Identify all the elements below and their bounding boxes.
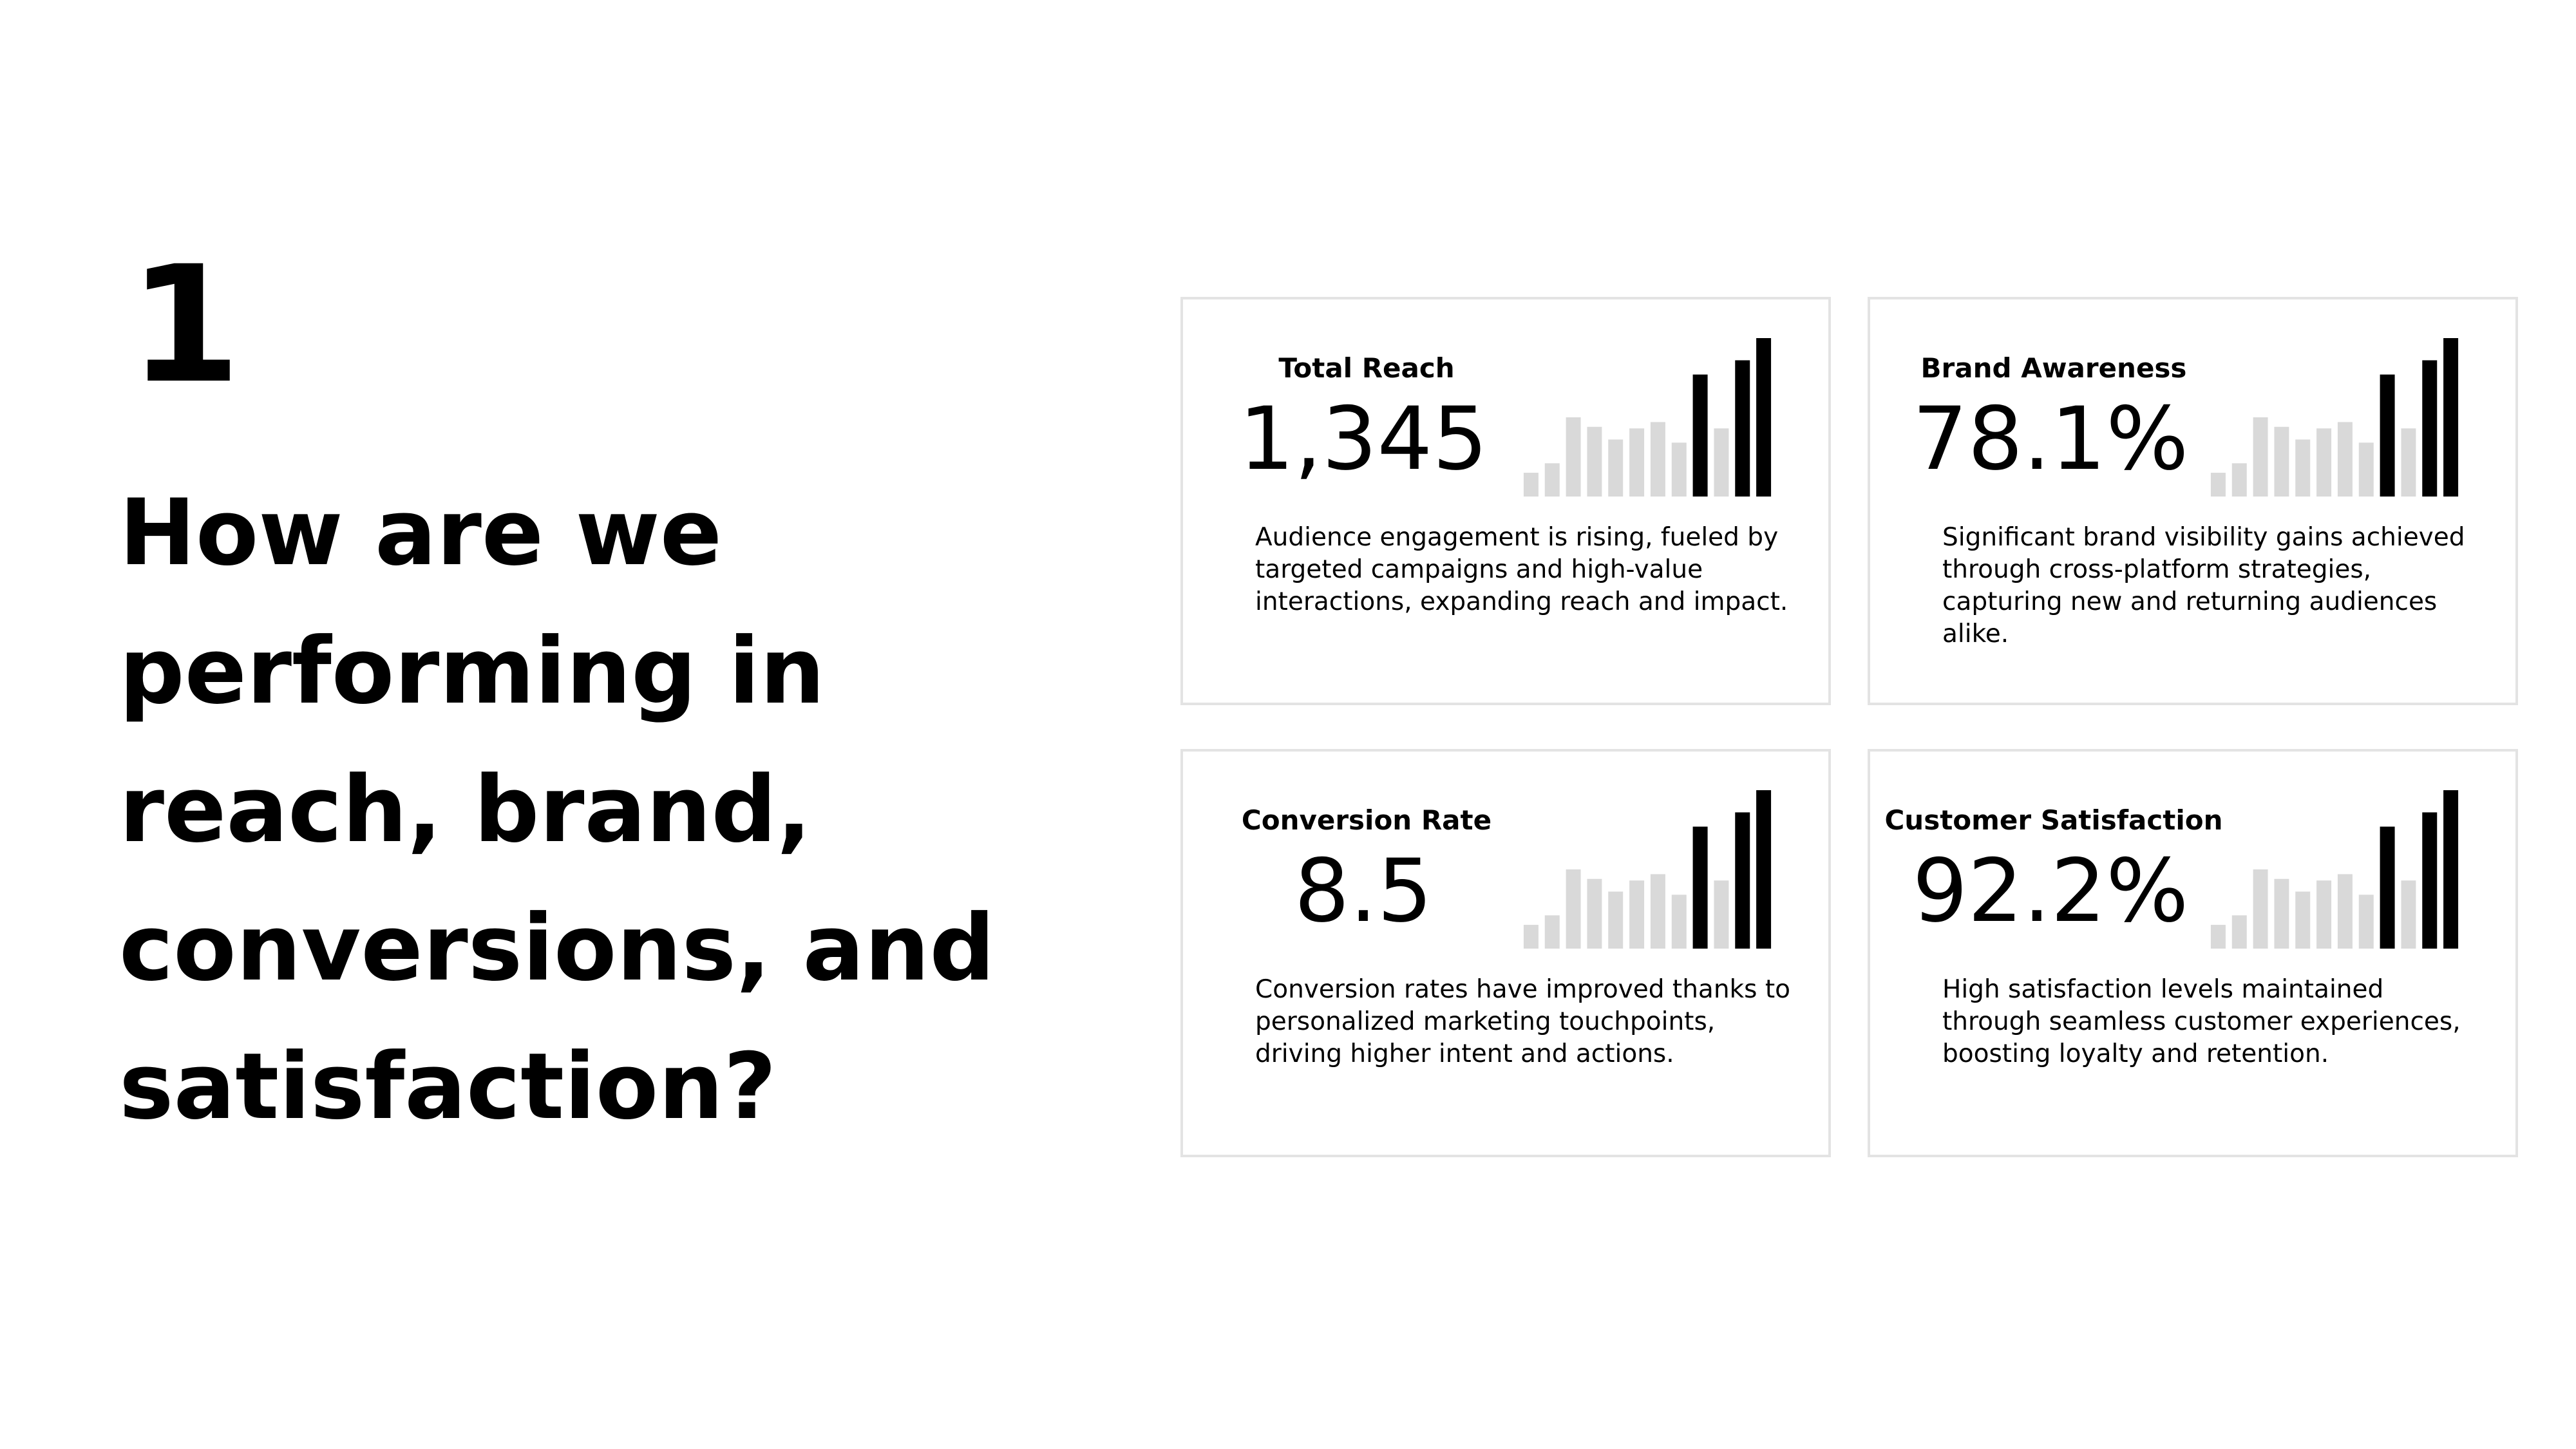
card-description: Conversion rates have improved thanks to… xyxy=(1255,975,1790,1068)
sparkline-bar xyxy=(1523,473,1539,497)
card-description: Significant brand visibility gains achie… xyxy=(1942,523,2465,649)
sparkline-bar xyxy=(2337,422,2353,497)
sparkline-bar xyxy=(2380,826,2395,949)
sparkline-bar xyxy=(1735,812,1750,949)
sparkline-bar xyxy=(1714,880,1729,949)
sparkline-bar xyxy=(1566,869,1581,949)
sparkline-bar xyxy=(1671,442,1687,497)
sparkline-bar-chart xyxy=(1520,790,1774,949)
sparkline-bar xyxy=(1544,463,1560,497)
sparkline-bar xyxy=(1587,878,1602,949)
sparkline-bar xyxy=(2401,428,2416,497)
sparkline-bar xyxy=(1756,790,1772,949)
sparkline-bar xyxy=(2337,874,2353,949)
sparkline-bar-chart xyxy=(1520,338,1774,497)
sparkline-bar xyxy=(2295,891,2311,949)
slide-question: How are we performing in reach, brand, c… xyxy=(119,480,996,1140)
card-total-reach: Total Reach 1,345 Audience engagement is… xyxy=(1180,297,1831,705)
card-conversion-rate: Conversion Rate 8.5 Conversion rates hav… xyxy=(1180,749,1831,1157)
sparkline-bar xyxy=(1692,826,1708,949)
sparkline-bar xyxy=(1608,891,1624,949)
card-customer-satisfaction: Customer Satisfaction 92.2% High satisfa… xyxy=(1868,749,2518,1157)
sparkline-bar xyxy=(1629,428,1645,497)
sparkline-bar xyxy=(1523,925,1539,949)
sparkline-bar-chart xyxy=(2208,790,2461,949)
sparkline-bar xyxy=(1692,374,1708,497)
sparkline-bar xyxy=(1629,880,1645,949)
card-description: High satisfaction levels maintained thro… xyxy=(1942,975,2461,1068)
sparkline-bar xyxy=(2401,880,2416,949)
sparkline-bar xyxy=(2210,925,2226,949)
sparkline-bar xyxy=(1608,439,1624,497)
sparkline-bar xyxy=(2210,473,2226,497)
card-title: Customer Satisfaction xyxy=(1884,804,2223,836)
card-description: Audience engagement is rising, fueled by… xyxy=(1255,523,1788,616)
sparkline-bar xyxy=(2231,915,2247,949)
sparkline-bar xyxy=(2422,812,2438,949)
sparkline-bar xyxy=(1756,338,1772,497)
sparkline-bar xyxy=(1671,895,1687,949)
sparkline-bar xyxy=(2422,360,2438,497)
sparkline-bar xyxy=(1735,360,1750,497)
sparkline-bar xyxy=(2358,442,2374,497)
sparkline-bar xyxy=(2231,463,2247,497)
card-title: Brand Awareness xyxy=(1920,352,2187,384)
sparkline-bar xyxy=(2443,338,2459,497)
sparkline-bar xyxy=(1650,874,1665,949)
sparkline-bar xyxy=(2253,869,2268,949)
sparkline-bar xyxy=(1587,426,1602,497)
sparkline-bar xyxy=(2295,439,2311,497)
sparkline-bar xyxy=(2316,880,2332,949)
sparkline-bar xyxy=(2358,895,2374,949)
sparkline-bar xyxy=(2274,426,2289,497)
sparkline-bar xyxy=(2316,428,2332,497)
card-title: Total Reach xyxy=(1278,352,1455,384)
sparkline-bar xyxy=(2274,878,2289,949)
sparkline-bar xyxy=(1566,417,1581,497)
card-title: Conversion Rate xyxy=(1241,804,1492,836)
card-value: 92.2% xyxy=(1912,840,2189,942)
card-value: 8.5 xyxy=(1294,840,1433,942)
sparkline-bar xyxy=(2253,417,2268,497)
sparkline-bar xyxy=(1714,428,1729,497)
sparkline-bar xyxy=(2380,374,2395,497)
sparkline-bar-chart xyxy=(2208,338,2461,497)
card-brand-awareness: Brand Awareness 78.1% Significant brand … xyxy=(1868,297,2518,705)
card-value: 1,345 xyxy=(1238,388,1488,489)
slide-number: 1 xyxy=(129,231,241,419)
card-value: 78.1% xyxy=(1912,388,2189,489)
sparkline-bar xyxy=(1650,422,1665,497)
sparkline-bar xyxy=(2443,790,2459,949)
sparkline-bar xyxy=(1544,915,1560,949)
